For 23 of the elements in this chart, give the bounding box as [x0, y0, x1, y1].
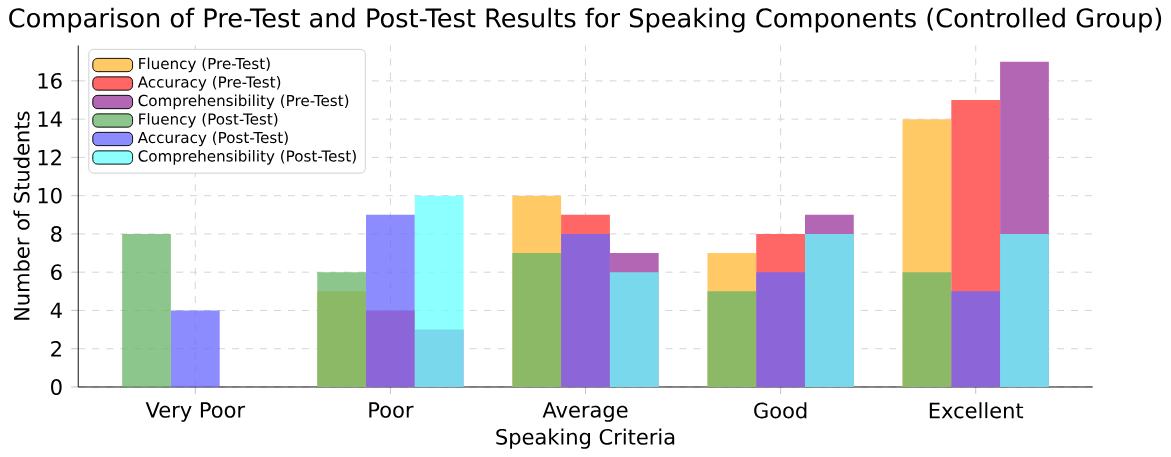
y-tick-label: 6 — [51, 264, 62, 281]
chart-title: Comparison of Pre-Test and Post-Test Results for Speaking Components (Controlled Group) — [9, 7, 1162, 33]
y-tick-label: 8 — [51, 226, 62, 243]
legend-label: Accuracy (Pre-Test) — [137, 76, 281, 91]
x-tick-label: Excellent — [929, 402, 1024, 419]
legend-label: Fluency (Post-Test) — [139, 113, 278, 128]
y-axis-title: Number of Students — [13, 111, 30, 321]
y-tick-label: 2 — [51, 341, 61, 357]
y-tick-label: 10 — [38, 187, 62, 204]
legend-label: Comprehensibility (Post-Test) — [138, 150, 356, 165]
legend-label: Fluency (Pre-Test) — [139, 57, 270, 73]
legend-label: Comprehensibility (Pre-Test) — [138, 94, 349, 110]
x-tick-label: Poor — [369, 402, 414, 418]
x-tick-label: Average — [542, 402, 628, 423]
x-tick-label: Very Poor — [145, 402, 246, 423]
y-tick-label: 16 — [38, 73, 62, 89]
y-tick-label: 0 — [51, 379, 62, 396]
y-tick-label: 4 — [50, 303, 62, 319]
x-axis-title: Speaking Criteria — [496, 428, 675, 450]
y-tick-label: 12 — [38, 149, 61, 166]
legend-label: Accuracy (Post-Test) — [137, 131, 288, 147]
x-tick-label: Good — [754, 402, 807, 419]
y-tick-label: 14 — [38, 111, 62, 127]
